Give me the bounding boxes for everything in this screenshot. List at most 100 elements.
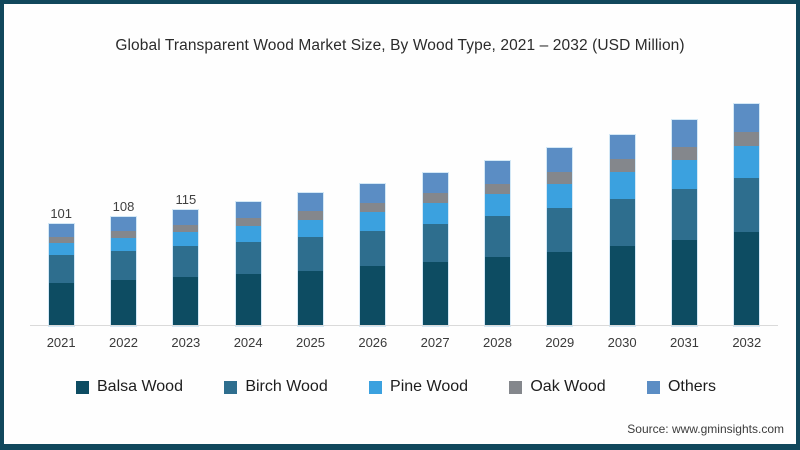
segment-balsa-wood-2024[interactable] [235,273,261,326]
segment-oak-wood-2030[interactable] [609,159,635,173]
stacked-bar-2024[interactable] [235,201,261,326]
legend: Balsa Wood Birch Wood Pine Wood Oak Wood Oth… [76,378,716,396]
segment-oak-wood-2032[interactable] [734,132,760,147]
segment-others-2021[interactable] [48,224,74,238]
segment-oak-wood-2024[interactable] [235,217,261,227]
segment-birch-wood-2029[interactable] [547,207,573,253]
stacked-bar-2028[interactable] [484,161,510,326]
bar-slot-2027 [404,82,466,326]
legend-swatch-icon [76,380,89,394]
bar-slot-2032 [716,82,778,326]
stacked-bar-2031[interactable] [671,120,697,326]
bar-slot-2030 [591,82,653,326]
x-label-2025: 2025 [296,335,325,350]
segment-others-2029[interactable] [547,148,573,172]
bar-slot-2025 [279,82,341,326]
stacked-bar-2027[interactable] [422,172,448,326]
segment-others-2030[interactable] [609,135,635,160]
x-label-2022: 2022 [109,335,138,350]
segment-oak-wood-2022[interactable] [110,231,136,239]
segment-birch-wood-2025[interactable] [297,237,323,271]
segment-pine-wood-2023[interactable] [173,232,199,247]
segment-pine-wood-2022[interactable] [110,238,136,252]
segment-balsa-wood-2029[interactable] [547,252,573,326]
segment-balsa-wood-2021[interactable] [48,282,74,326]
segment-pine-wood-2024[interactable] [235,226,261,243]
segment-balsa-wood-2028[interactable] [484,257,510,326]
bar-slot-2022: 108 [92,82,154,326]
stacked-bar-2032[interactable] [734,103,760,326]
segment-birch-wood-2027[interactable] [422,224,448,263]
segment-pine-wood-2026[interactable] [360,211,386,232]
segment-others-2032[interactable] [734,103,760,133]
segment-birch-wood-2030[interactable] [609,198,635,247]
segment-others-2023[interactable] [173,209,199,226]
stacked-bar-2029[interactable] [547,148,573,326]
legend-item-birch-wood[interactable]: Birch Wood [224,378,328,396]
bar-slot-2028 [466,82,528,326]
segment-birch-wood-2024[interactable] [235,242,261,274]
x-label-2029: 2029 [545,335,575,350]
segment-oak-wood-2027[interactable] [422,192,448,203]
segment-pine-wood-2030[interactable] [609,172,635,199]
segment-birch-wood-2026[interactable] [360,231,386,267]
x-label-2027: 2027 [420,335,450,350]
stacked-bar-2025[interactable] [297,192,323,326]
segment-birch-wood-2028[interactable] [484,215,510,258]
segment-birch-wood-2021[interactable] [48,255,74,283]
segment-balsa-wood-2022[interactable] [110,279,136,326]
segment-birch-wood-2031[interactable] [671,188,697,241]
segment-oak-wood-2029[interactable] [547,171,573,184]
segment-others-2024[interactable] [235,201,261,218]
segment-pine-wood-2032[interactable] [734,146,760,178]
legend-item-pine-wood[interactable]: Pine Wood [369,378,468,396]
segment-pine-wood-2029[interactable] [547,183,573,208]
segment-balsa-wood-2023[interactable] [173,276,199,326]
segment-oak-wood-2023[interactable] [173,225,199,233]
segment-balsa-wood-2031[interactable] [671,240,697,326]
legend-item-oak-wood[interactable]: Oak Wood [509,378,606,396]
segment-others-2027[interactable] [422,172,448,193]
segment-balsa-wood-2030[interactable] [609,246,635,326]
legend-swatch-icon [369,380,383,394]
x-axis-line [30,325,778,326]
bar-total-label-2023: 115 [175,191,197,207]
segment-oak-wood-2026[interactable] [360,202,386,212]
segment-balsa-wood-2027[interactable] [422,262,448,326]
segment-oak-wood-2021[interactable] [48,237,74,244]
segment-others-2031[interactable] [671,120,697,148]
segment-balsa-wood-2026[interactable] [360,266,386,326]
bar-slot-2024 [217,82,279,326]
legend-label: Balsa Wood [97,378,183,395]
segment-oak-wood-2028[interactable] [484,183,510,194]
segment-oak-wood-2025[interactable] [297,210,323,221]
stacked-bar-2026[interactable] [360,183,386,326]
x-label-2030: 2030 [607,335,637,350]
segment-birch-wood-2023[interactable] [173,246,199,277]
segment-birch-wood-2022[interactable] [110,251,136,280]
stacked-bar-2030[interactable] [609,135,635,326]
segment-balsa-wood-2032[interactable] [734,232,760,326]
segment-others-2025[interactable] [297,192,323,211]
segment-oak-wood-2031[interactable] [671,147,697,161]
segment-others-2022[interactable] [110,216,136,232]
segment-birch-wood-2032[interactable] [734,177,760,233]
segment-pine-wood-2031[interactable] [671,160,697,189]
legend-swatch-icon [509,380,523,394]
legend-item-balsa-wood[interactable]: Balsa Wood [76,378,183,396]
segment-pine-wood-2027[interactable] [422,202,448,225]
bar-total-label-2021: 101 [50,206,73,222]
stacked-bar-2023[interactable] [173,209,199,326]
segment-others-2026[interactable] [360,183,386,203]
stacked-bar-2022[interactable] [110,216,136,326]
x-axis-labels: 2021 2022 2023 2024 2025 2026 2027 2028 2029 2030… [30,335,778,350]
segment-balsa-wood-2025[interactable] [297,270,323,326]
segment-pine-wood-2028[interactable] [484,193,510,216]
segment-pine-wood-2021[interactable] [48,243,74,256]
segment-pine-wood-2025[interactable] [297,220,323,238]
stacked-bar-2021[interactable] [48,224,74,326]
segment-others-2028[interactable] [484,161,510,184]
x-label-2032: 2032 [732,335,762,350]
plot-area: 101 108 115 [30,82,778,326]
legend-item-others[interactable]: Others [646,378,716,396]
